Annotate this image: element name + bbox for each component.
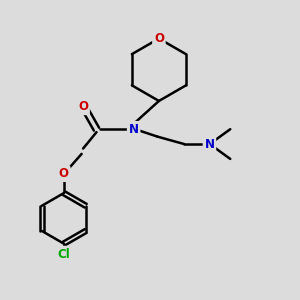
Text: N: N xyxy=(204,138,214,151)
Text: O: O xyxy=(59,167,69,180)
Text: Cl: Cl xyxy=(57,248,70,260)
Text: N: N xyxy=(129,123,139,136)
Text: O: O xyxy=(78,100,88,113)
Text: O: O xyxy=(154,32,164,45)
